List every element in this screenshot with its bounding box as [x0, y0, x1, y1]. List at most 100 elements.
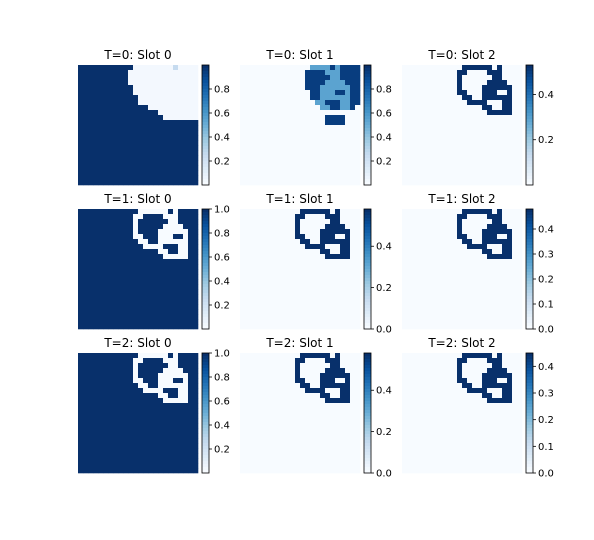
heatmap-cell	[350, 373, 356, 379]
heatmap-cell	[477, 145, 483, 151]
heatmap-cell	[133, 423, 139, 429]
heatmap-cell	[330, 170, 336, 176]
heatmap-cell	[512, 254, 518, 260]
heatmap-cell	[497, 80, 503, 86]
heatmap-cell	[492, 274, 498, 280]
heatmap-cell	[103, 398, 109, 404]
heatmap-cell	[477, 219, 483, 225]
heatmap-cell	[265, 85, 271, 91]
heatmap-cell	[265, 234, 271, 240]
heatmap-cell	[432, 299, 438, 305]
heatmap-cell	[250, 254, 256, 260]
heatmap-cell	[83, 373, 89, 379]
heatmap-cell	[128, 219, 134, 225]
heatmap-cell	[290, 254, 296, 260]
heatmap-cell	[280, 294, 286, 300]
heatmap-cell	[275, 135, 281, 141]
heatmap-cell	[492, 239, 498, 245]
heatmap-cell	[188, 304, 194, 310]
heatmap-cell	[128, 90, 134, 96]
heatmap-cell	[240, 105, 246, 111]
heatmap-cell	[133, 299, 139, 305]
heatmap-cell	[153, 324, 159, 330]
heatmap-cell	[335, 319, 341, 325]
heatmap-cell	[517, 309, 523, 315]
heatmap-cell	[517, 160, 523, 166]
heatmap-cell	[355, 160, 361, 166]
heatmap-cell	[330, 463, 336, 469]
heatmap-cell	[113, 453, 119, 459]
heatmap-cell	[178, 413, 184, 419]
heatmap-cell	[452, 254, 458, 260]
heatmap-cell	[113, 428, 119, 434]
heatmap-cell	[173, 408, 179, 414]
heatmap-cell	[123, 264, 129, 270]
heatmap-cell	[93, 155, 99, 161]
heatmap-cell	[183, 448, 189, 454]
heatmap-cell	[93, 284, 99, 290]
heatmap-cell	[290, 403, 296, 409]
heatmap-panel: T=1: Slot 00.20.40.60.81.0	[78, 192, 230, 330]
heatmap-cell	[355, 65, 361, 71]
heatmap-cell	[412, 90, 418, 96]
heatmap-cell	[128, 150, 134, 156]
colorbar-segment	[364, 422, 371, 426]
heatmap-cell	[188, 150, 194, 156]
heatmap-cell	[133, 458, 139, 464]
heatmap-cell	[502, 294, 508, 300]
heatmap-cell	[240, 175, 246, 181]
heatmap-cell	[240, 378, 246, 384]
heatmap-cell	[335, 279, 341, 285]
heatmap-cell	[148, 274, 154, 280]
heatmap-cell	[310, 120, 316, 126]
heatmap-cell	[350, 264, 356, 270]
heatmap-cell	[310, 274, 316, 280]
heatmap-cell	[98, 279, 104, 285]
heatmap-cell	[512, 229, 518, 235]
heatmap-cell	[285, 239, 291, 245]
heatmap-cell	[133, 209, 139, 215]
heatmap-cell	[118, 259, 124, 265]
heatmap-cell	[158, 453, 164, 459]
heatmap-cell	[275, 324, 281, 330]
heatmap-cell	[345, 358, 351, 364]
heatmap-cell	[113, 175, 119, 181]
heatmap-cell	[78, 80, 84, 86]
heatmap-cell	[260, 180, 266, 186]
heatmap-cell	[133, 214, 139, 220]
heatmap-cell	[250, 468, 256, 474]
heatmap-cell	[78, 309, 84, 315]
heatmap-cell	[285, 284, 291, 290]
heatmap-cell	[173, 65, 179, 71]
heatmap-cell	[250, 299, 256, 305]
heatmap-cell	[78, 324, 84, 330]
heatmap-cell	[88, 304, 94, 310]
heatmap-cell	[158, 398, 164, 404]
heatmap-cell	[245, 115, 251, 121]
heatmap-cell	[447, 110, 453, 116]
heatmap-cell	[285, 353, 291, 359]
heatmap-cell	[417, 105, 423, 111]
heatmap-cell	[178, 373, 184, 379]
heatmap-cell	[310, 229, 316, 235]
colorbar-tick-label: 0.8	[214, 229, 230, 240]
heatmap-cell	[270, 373, 276, 379]
heatmap-cell	[270, 403, 276, 409]
heatmap-cell	[173, 219, 179, 225]
heatmap-cell	[245, 274, 251, 280]
heatmap-cell	[432, 125, 438, 131]
heatmap-cell	[325, 398, 331, 404]
heatmap-cell	[163, 165, 169, 171]
heatmap-cell	[138, 418, 144, 424]
heatmap-cell	[240, 453, 246, 459]
heatmap-cell	[88, 254, 94, 260]
heatmap-cell	[188, 294, 194, 300]
heatmap-cell	[83, 125, 89, 131]
heatmap-cell	[310, 284, 316, 290]
heatmap-cell	[517, 224, 523, 230]
heatmap-cell	[178, 110, 184, 116]
heatmap-cell	[275, 175, 281, 181]
heatmap-cell	[472, 249, 478, 255]
heatmap-cell	[193, 214, 199, 220]
heatmap-cell	[103, 299, 109, 305]
